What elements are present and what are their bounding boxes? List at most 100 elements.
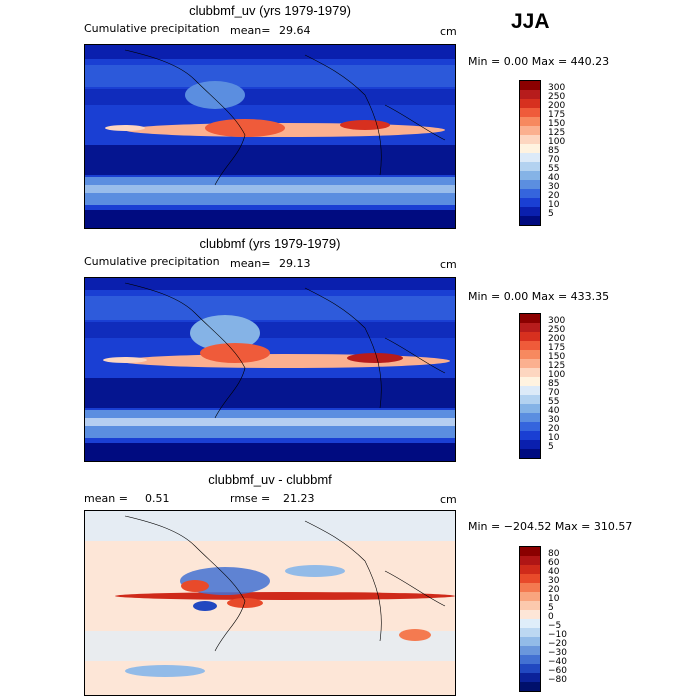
colorbar-swatch [520, 610, 540, 619]
colorbar-swatch [520, 99, 540, 108]
colorbar-swatch [520, 180, 540, 189]
colorbar-swatch [520, 108, 540, 117]
colorbar-tick-label: 200 [548, 101, 566, 111]
colorbar-tick-label: 10 [548, 594, 560, 604]
sh-subtropic-band [85, 378, 455, 408]
nh-subtropic-band [85, 322, 455, 338]
map-background [85, 511, 455, 695]
panel2-units: cm [440, 258, 457, 271]
itcz-diff-band [115, 592, 455, 600]
colorbar-swatch [520, 565, 540, 574]
storm-track-core [85, 185, 455, 193]
colorbar-swatch [520, 682, 540, 691]
colorbar-tick-label: 250 [548, 92, 566, 102]
colorbar-tick-label: 70 [548, 388, 560, 398]
panel2-map [84, 277, 456, 462]
itcz-band [125, 123, 445, 137]
colorbar-swatch [520, 171, 540, 180]
colorbar-tick-label: −20 [548, 639, 567, 649]
nh-midlat-band [85, 296, 455, 320]
panel1-minmax: Min = 0.00 Max = 440.23 [468, 55, 610, 68]
colorbar-swatch [520, 162, 540, 171]
colorbar-swatch [520, 449, 540, 458]
colorbar-swatch [520, 556, 540, 565]
itcz-core-west [205, 119, 285, 137]
coastlines [124, 282, 446, 419]
coastlines [124, 49, 446, 186]
colorbar-tick-label: 30 [548, 576, 560, 586]
colorbar-tick-label: 300 [548, 83, 566, 93]
colorbar-swatch [520, 368, 540, 377]
itcz-atlantic [103, 357, 147, 363]
colorbar-tick-label: 70 [548, 155, 560, 165]
colorbar-tick-label: −5 [548, 621, 562, 631]
colorbar-swatch [520, 655, 540, 664]
colorbar-swatch [520, 431, 540, 440]
southern-ocean-negative [125, 665, 205, 677]
panel1-map-svg [85, 45, 455, 228]
colorbar-tick-label: 20 [548, 585, 560, 595]
colorbar-tick-label: 60 [548, 558, 560, 568]
panel3-units: cm [440, 493, 457, 506]
indian-ocean-negative [193, 601, 217, 611]
antarctic-band [85, 443, 455, 461]
colorbar-swatch [520, 404, 540, 413]
arctic-band [85, 278, 455, 290]
colorbar-tick-label: 80 [548, 549, 560, 559]
season-label: JJA [511, 10, 550, 33]
colorbar-swatch [520, 332, 540, 341]
colorbar-swatch [520, 628, 540, 637]
colorbar-swatch [520, 198, 540, 207]
sh-mid-band [85, 631, 455, 661]
colorbar-tick-label: 300 [548, 316, 566, 326]
colorbar-tick-label: 200 [548, 334, 566, 344]
colorbar-swatch [520, 440, 540, 449]
colorbar-tick-label: 85 [548, 146, 560, 156]
colorbar-swatch [520, 323, 540, 332]
colorbar-tick-label: 5 [548, 603, 554, 613]
maritime-positive [227, 598, 263, 608]
panel3-map-svg [85, 511, 455, 695]
colorbar-swatch [520, 413, 540, 422]
colorbar-tick-label: 250 [548, 325, 566, 335]
asia-monsoon-north [185, 81, 245, 109]
colorbar-tick-label: 55 [548, 397, 560, 407]
antarctic-band [85, 210, 455, 228]
panel3-minmax: Min = −204.52 Max = 310.57 [468, 520, 633, 533]
coastlines [124, 515, 446, 652]
panel3-title: clubbmf_uv - clubbmf [208, 472, 332, 487]
colorbar-swatch [520, 341, 540, 350]
colorbar-tick-label: 125 [548, 361, 566, 371]
colorbar-swatch [520, 574, 540, 583]
colorbar-tick-label: 20 [548, 424, 560, 434]
colorbar-tick-label: 175 [548, 343, 566, 353]
colorbar-tick-label: 5 [548, 209, 554, 219]
colorbar-tick-label: 40 [548, 567, 560, 577]
colorbar-tick-label: −30 [548, 648, 567, 658]
colorbar-swatch [520, 386, 540, 395]
colorbar-tick-label: 175 [548, 110, 566, 120]
panel3-mean-label: mean = [84, 492, 128, 505]
north-pacific-negative [285, 565, 345, 577]
colorbar-swatch [520, 144, 540, 153]
panel1-mean-value: 29.64 [279, 24, 311, 37]
colorbar-swatch [520, 637, 540, 646]
panel3-mean-value: 0.51 [145, 492, 170, 505]
colorbar-swatch [520, 314, 540, 323]
panel2-title: clubbmf (yrs 1979-1979) [199, 236, 341, 251]
panel2-mean-value: 29.13 [279, 257, 311, 270]
colorbar-swatch [520, 377, 540, 386]
colorbar-tick-label: 55 [548, 164, 560, 174]
nh-midlat-band [85, 65, 455, 87]
colorbar-tick-label: 40 [548, 173, 560, 183]
colorbar-tick-label: −60 [548, 666, 567, 676]
colorbar-swatch [520, 350, 540, 359]
colorbar-swatch [520, 126, 540, 135]
panel2-colorbar [519, 313, 541, 459]
itcz-core-east [347, 353, 403, 363]
nh-high-band [85, 511, 455, 541]
colorbar-swatch [520, 135, 540, 144]
colorbar-tick-label: 0 [548, 612, 554, 622]
colorbar-swatch [520, 395, 540, 404]
colorbar-swatch [520, 547, 540, 556]
